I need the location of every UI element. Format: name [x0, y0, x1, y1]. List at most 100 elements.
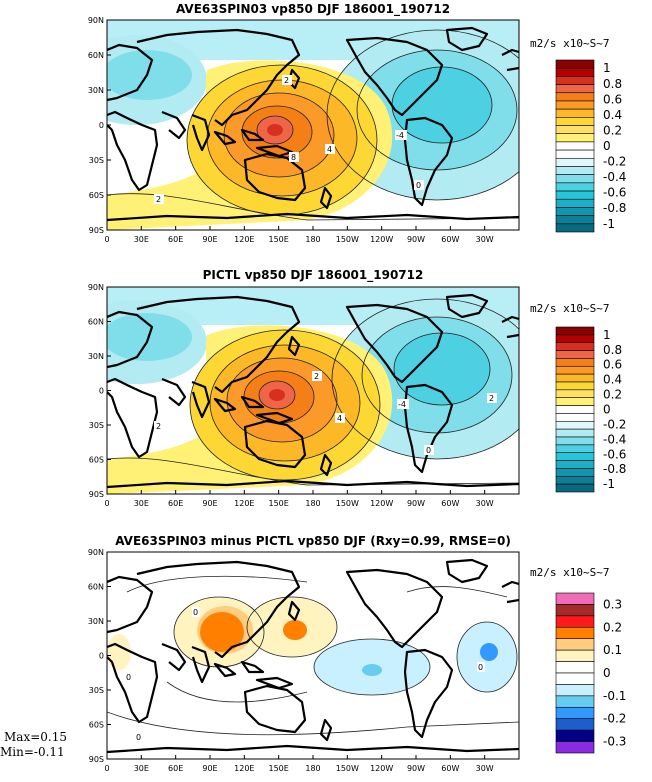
lat-tick-label: 0 [99, 387, 104, 396]
colorbar-swatch [555, 100, 595, 110]
contour-label: 0 [478, 663, 483, 672]
colorbar-label: -0.4 [603, 432, 626, 446]
lat-tick-label: 30S [89, 686, 104, 695]
lon-tick-label: 60E [168, 235, 183, 244]
colorbar-swatch [555, 672, 595, 685]
colorbar-swatch [555, 149, 595, 159]
colorbar-swatch [555, 405, 595, 414]
colorbar-swatch [555, 661, 595, 674]
colorbar-swatch [555, 413, 595, 422]
contour-label: -4 [396, 131, 404, 140]
colorbar-swatch [555, 741, 595, 754]
colorbar-label: 1 [603, 61, 611, 75]
colorbar-label: 0 [603, 139, 611, 153]
colorbar-label: 0.2 [603, 123, 622, 137]
colorbar-swatch [555, 223, 595, 233]
colorbar-swatch [555, 76, 595, 85]
colorbar-swatch [555, 190, 595, 200]
lon-tick-label: 150E [269, 764, 289, 773]
colorbar-swatch [555, 626, 595, 640]
lon-tick-label: 30W [476, 764, 494, 773]
lon-tick-label: 30E [134, 764, 149, 773]
colorbar-swatch [555, 350, 595, 359]
colorbar-swatch [555, 174, 595, 184]
colorbar-swatch [555, 604, 595, 617]
colorbar-swatch [555, 215, 595, 225]
colorbar-label: 0.4 [603, 108, 622, 122]
colorbar-swatch [555, 166, 595, 175]
colorbar-label: 0.3 [603, 597, 622, 611]
colorbar-swatch [555, 198, 595, 208]
colorbar-label: -0.8 [603, 462, 626, 476]
lat-tick-label: 60S [89, 191, 104, 200]
lon-tick-label: 150E [269, 235, 289, 244]
colorbar-swatch [555, 125, 595, 135]
colorbar-swatch [555, 207, 595, 216]
lat-tick-label: 60N [88, 318, 104, 327]
units-label: m2/s x10~S~7 [530, 37, 609, 50]
lon-tick-label: 120W [370, 235, 393, 244]
lat-tick-label: 60N [88, 51, 104, 60]
min-value: Min=-0.11 [0, 745, 65, 759]
colorbar-swatch [555, 684, 595, 697]
colorbar-label: 0.8 [603, 343, 622, 357]
panel-3: AVE63SPIN03 minus PICTL vp850 DJF (Rxy=0… [88, 534, 627, 773]
lon-tick-label: 120E [234, 499, 254, 508]
colorbar-swatch [555, 342, 595, 351]
lat-tick-label: 0 [99, 652, 104, 661]
colorbar-swatch [555, 92, 595, 102]
colorbar-swatch [555, 468, 595, 477]
contour-label: 4 [337, 414, 342, 423]
lon-tick-label: 60W [441, 499, 459, 508]
colorbar-panel-2: 10.80.60.40.20-0.2-0.4-0.6-0.8-1 [555, 326, 626, 493]
colorbar-swatch [555, 460, 595, 469]
lon-tick-label: 120W [370, 764, 393, 773]
panel-1: AVE63SPIN03 vp850 DJF 186001_190712 [88, 2, 627, 244]
colorbar-swatch [555, 436, 595, 446]
contour-label: 0 [426, 446, 431, 455]
colorbar-swatch [555, 718, 595, 731]
colorbar-swatch [555, 695, 595, 708]
lon-tick-label: 120W [370, 499, 393, 508]
lat-tick-label: 60N [88, 583, 104, 592]
colorbar-label: -0.1 [603, 689, 626, 703]
colorbar-swatch [555, 638, 595, 651]
colorbar-label: -0.6 [603, 186, 626, 200]
lon-tick-label: 30W [476, 499, 494, 508]
colorbar-label: 0.2 [603, 620, 622, 634]
colorbar-label: -0.3 [603, 735, 626, 749]
lat-tick-label: 90S [89, 755, 104, 764]
contour-label: 0 [126, 673, 131, 682]
lat-tick-label: 90N [88, 283, 104, 292]
colorbar-swatch [555, 615, 595, 628]
panel-title: PICTL vp850 DJF 186001_190712 [203, 268, 424, 283]
colorbar-label: 0.2 [603, 388, 622, 402]
lat-tick-label: 90N [88, 548, 104, 557]
contour-label: 2 [489, 394, 494, 403]
contour-label: 2 [284, 76, 289, 85]
panel-title: AVE63SPIN03 minus PICTL vp850 DJF (Rxy=0… [115, 534, 511, 548]
lon-tick-label: 30W [476, 235, 494, 244]
lon-tick-label: 150E [269, 499, 289, 508]
lat-tick-label: 30N [88, 86, 104, 95]
lon-tick-label: 90W [407, 499, 425, 508]
lon-tick-label: 90E [202, 235, 217, 244]
lon-tick-label: 0 [104, 235, 109, 244]
colorbar-swatch [555, 389, 595, 399]
colorbar-label: -1 [603, 477, 615, 491]
contour-label: 4 [327, 145, 332, 154]
lon-tick-label: 0 [104, 764, 109, 773]
colorbar-label: 1 [603, 328, 611, 342]
lat-tick-label: 30N [88, 352, 104, 361]
lat-tick-label: 30N [88, 617, 104, 626]
contour-label: 0 [193, 608, 198, 617]
lat-tick-label: 30S [89, 421, 104, 430]
lon-tick-label: 120E [234, 235, 254, 244]
colorbar-swatch [555, 373, 595, 383]
colorbar-swatch [555, 706, 595, 720]
colorbar-swatch [555, 649, 595, 662]
lon-tick-label: 60E [168, 764, 183, 773]
